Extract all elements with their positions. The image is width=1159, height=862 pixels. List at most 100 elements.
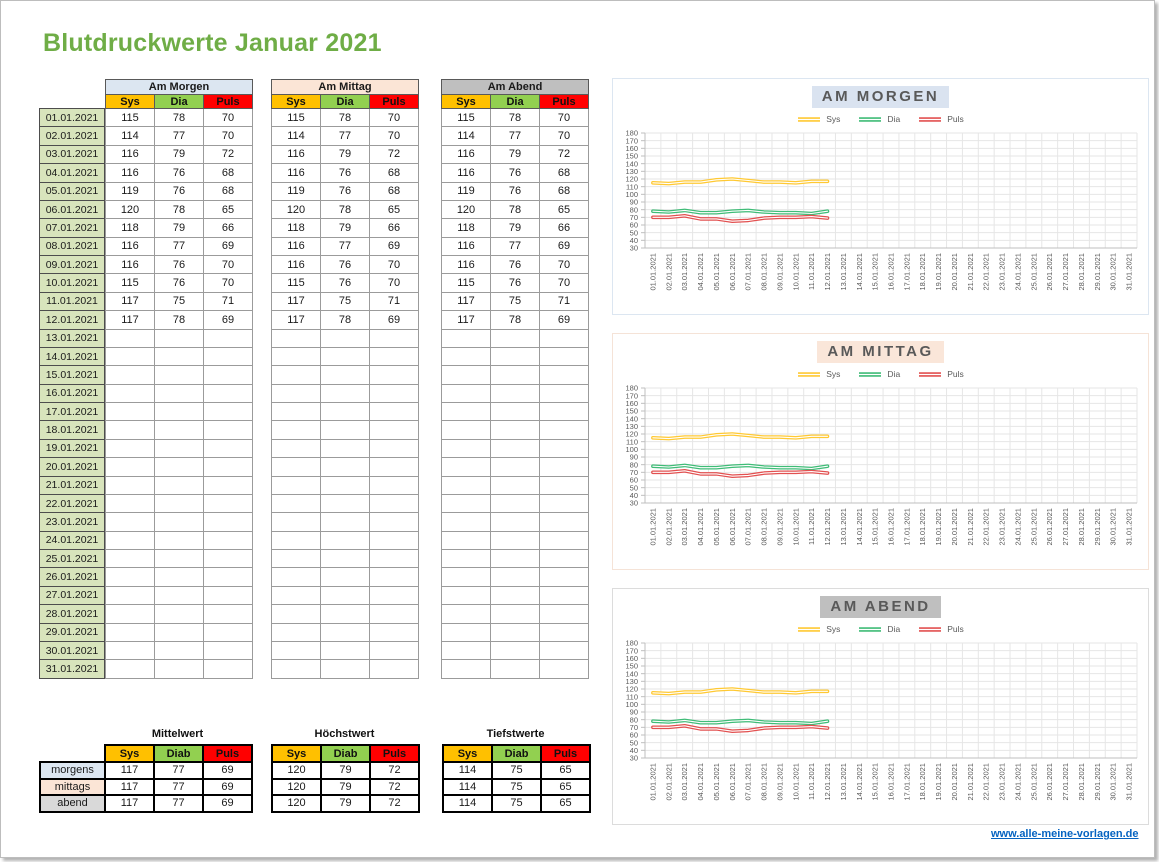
value-cell[interactable]: 65 — [203, 199, 253, 220]
value-cell[interactable] — [320, 328, 370, 348]
value-cell[interactable]: 76 — [320, 254, 370, 275]
value-cell[interactable]: 116 — [441, 236, 491, 257]
date-cell[interactable]: 15.01.2021 — [39, 365, 105, 385]
value-cell[interactable] — [154, 659, 204, 679]
value-cell[interactable] — [539, 475, 589, 495]
value-cell[interactable] — [539, 493, 589, 514]
value-cell[interactable] — [320, 640, 370, 661]
value-cell[interactable]: 120 — [271, 199, 321, 220]
value-cell[interactable] — [271, 365, 321, 385]
value-cell[interactable] — [441, 438, 491, 459]
date-cell[interactable]: 31.01.2021 — [39, 659, 105, 679]
value-cell[interactable] — [271, 567, 321, 587]
summary-value-cell[interactable]: 79 — [320, 761, 371, 780]
value-cell[interactable] — [154, 383, 204, 404]
value-cell[interactable] — [320, 604, 370, 624]
value-cell[interactable]: 72 — [369, 144, 419, 165]
value-cell[interactable] — [441, 475, 491, 495]
date-cell[interactable]: 23.01.2021 — [39, 512, 105, 532]
value-cell[interactable] — [105, 567, 155, 587]
date-cell[interactable]: 08.01.2021 — [39, 236, 105, 257]
value-cell[interactable] — [320, 401, 370, 422]
value-cell[interactable]: 76 — [320, 273, 370, 293]
value-cell[interactable] — [320, 493, 370, 514]
value-cell[interactable] — [369, 438, 419, 459]
value-cell[interactable]: 76 — [320, 181, 370, 201]
value-cell[interactable] — [271, 640, 321, 661]
value-cell[interactable] — [539, 346, 589, 367]
value-cell[interactable]: 69 — [203, 310, 253, 330]
value-cell[interactable] — [490, 420, 540, 440]
value-cell[interactable] — [271, 622, 321, 642]
value-cell[interactable] — [441, 585, 491, 606]
value-cell[interactable] — [490, 457, 540, 477]
value-cell[interactable] — [154, 512, 204, 532]
value-cell[interactable] — [203, 328, 253, 348]
value-cell[interactable] — [490, 365, 540, 385]
value-cell[interactable]: 116 — [271, 236, 321, 257]
value-cell[interactable] — [154, 457, 204, 477]
value-cell[interactable]: 78 — [320, 107, 370, 128]
value-cell[interactable]: 69 — [203, 236, 253, 257]
value-cell[interactable] — [539, 548, 589, 569]
value-cell[interactable] — [369, 567, 419, 587]
value-cell[interactable]: 78 — [490, 107, 540, 128]
value-cell[interactable] — [203, 420, 253, 440]
value-cell[interactable]: 117 — [105, 310, 155, 330]
summary-value-cell[interactable]: 72 — [369, 777, 420, 796]
value-cell[interactable] — [490, 438, 540, 459]
value-cell[interactable] — [539, 512, 589, 532]
value-cell[interactable] — [154, 622, 204, 642]
value-cell[interactable] — [203, 383, 253, 404]
value-cell[interactable] — [105, 365, 155, 385]
value-cell[interactable] — [490, 548, 540, 569]
value-cell[interactable] — [539, 328, 589, 348]
date-cell[interactable]: 26.01.2021 — [39, 567, 105, 587]
value-cell[interactable] — [154, 493, 204, 514]
value-cell[interactable] — [154, 475, 204, 495]
value-cell[interactable] — [203, 622, 253, 642]
value-cell[interactable] — [441, 622, 491, 642]
value-cell[interactable]: 72 — [539, 144, 589, 165]
value-cell[interactable]: 116 — [441, 254, 491, 275]
value-cell[interactable]: 118 — [105, 218, 155, 238]
value-cell[interactable] — [105, 622, 155, 642]
summary-value-cell[interactable]: 120 — [271, 794, 322, 813]
date-cell[interactable]: 27.01.2021 — [39, 585, 105, 606]
value-cell[interactable] — [441, 530, 491, 551]
value-cell[interactable]: 115 — [271, 107, 321, 128]
value-cell[interactable]: 70 — [539, 107, 589, 128]
summary-value-cell[interactable]: 65 — [540, 777, 591, 796]
value-cell[interactable]: 119 — [271, 181, 321, 201]
value-cell[interactable]: 79 — [320, 144, 370, 165]
value-cell[interactable]: 76 — [154, 181, 204, 201]
value-cell[interactable] — [154, 567, 204, 587]
value-cell[interactable]: 78 — [490, 199, 540, 220]
summary-value-cell[interactable]: 77 — [153, 777, 204, 796]
value-cell[interactable] — [490, 640, 540, 661]
value-cell[interactable] — [105, 640, 155, 661]
date-cell[interactable]: 13.01.2021 — [39, 328, 105, 348]
value-cell[interactable] — [369, 530, 419, 551]
date-cell[interactable]: 28.01.2021 — [39, 604, 105, 624]
summary-value-cell[interactable]: 117 — [104, 794, 155, 813]
value-cell[interactable]: 65 — [369, 199, 419, 220]
value-cell[interactable]: 68 — [203, 181, 253, 201]
value-cell[interactable]: 69 — [539, 236, 589, 257]
date-cell[interactable]: 06.01.2021 — [39, 199, 105, 220]
value-cell[interactable]: 117 — [271, 310, 321, 330]
value-cell[interactable] — [203, 530, 253, 551]
value-cell[interactable] — [441, 512, 491, 532]
value-cell[interactable] — [203, 438, 253, 459]
value-cell[interactable]: 77 — [154, 236, 204, 257]
value-cell[interactable]: 120 — [441, 199, 491, 220]
value-cell[interactable] — [369, 365, 419, 385]
value-cell[interactable] — [441, 493, 491, 514]
summary-value-cell[interactable]: 69 — [202, 777, 253, 796]
value-cell[interactable]: 116 — [105, 236, 155, 257]
value-cell[interactable] — [441, 346, 491, 367]
value-cell[interactable]: 65 — [539, 199, 589, 220]
date-cell[interactable]: 05.01.2021 — [39, 181, 105, 201]
value-cell[interactable]: 66 — [539, 218, 589, 238]
value-cell[interactable]: 75 — [320, 291, 370, 312]
